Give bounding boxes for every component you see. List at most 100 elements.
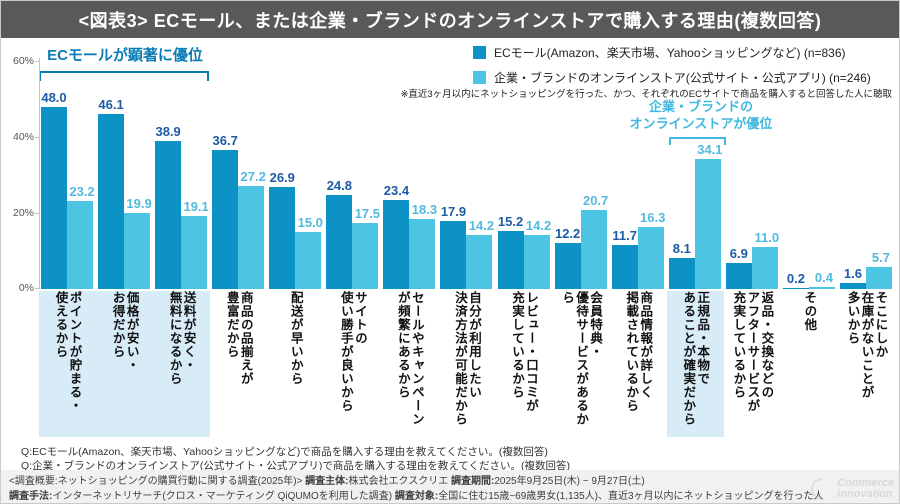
legend-item-store: 企業・ブランドのオンラインストア(公式サイト・公式アプリ) (n=246) [473, 69, 871, 86]
bar-store [238, 185, 265, 289]
bar-store [637, 227, 664, 289]
value-label: 24.8 [326, 177, 352, 193]
bar-store [865, 267, 892, 289]
watermark-line2: innovation [837, 488, 893, 501]
y-tick-label: 60% [3, 55, 40, 67]
bar-group: 8.1 34.1 [668, 61, 726, 289]
category-labels: ポイントが貯まる・ 使えるから 価格が安い・ お得だから 送料が安く・ 無料になるか… [39, 291, 897, 443]
bar-group: 38.9 19.1 [155, 61, 212, 289]
category-label: レビュー・口コミが 充実しているから [510, 291, 539, 413]
bar-group: 6.9 11.0 [725, 61, 783, 289]
value-label: 27.2 [240, 168, 266, 184]
bar-store [694, 159, 721, 289]
cart-icon [806, 473, 838, 503]
bar-store [409, 219, 436, 289]
value-label: 11.7 [612, 227, 637, 243]
bar-group: 26.9 15.0 [269, 61, 326, 289]
value-label: 18.3 [411, 202, 438, 218]
bar-store [466, 235, 493, 289]
category-label: サイトの 使い勝手が良いから [338, 291, 367, 413]
bar-mall [383, 200, 410, 289]
value-label: 0.2 [786, 270, 805, 286]
legend-swatch-mall-icon [473, 46, 486, 59]
bar-mall [839, 282, 866, 289]
y-tick-label: 40% [3, 131, 40, 143]
question-line: Q:企業・ブランドのオンラインストア(公式サイト・公式アプリ)で商品を購入する理… [21, 460, 571, 473]
value-label: 19.9 [126, 196, 152, 212]
category-label: 送料が安く・ 無料になるから [153, 291, 211, 437]
bar-store [523, 235, 550, 289]
bar-store [67, 200, 93, 289]
footer-line2: 調査手法:インターネットリサーチ(クロス・マーケティング QiQUMOを利用した… [9, 489, 891, 503]
value-label: 23.4 [383, 183, 410, 199]
bracket-mall [39, 71, 209, 81]
category-label: 自分が利用したい 決済方法が可能だから [452, 291, 481, 426]
legend-label-store: 企業・ブランドのオンラインストア(公式サイト・公式アプリ) (n=246) [494, 71, 871, 85]
footer-segment: 2025年9月25日(木) ~ 9月27日(土) [494, 476, 645, 487]
plot-area: 48.0 23.2 46.1 19.9 38.9 19.1 36.7 27.2 26.9 15.0… [41, 61, 897, 289]
bar-mall [41, 106, 67, 289]
value-label: 36.7 [212, 132, 238, 148]
value-label: 5.7 [871, 250, 891, 266]
bar-group: 0.2 0.4 [782, 61, 840, 289]
category-label: 正規品・本物で あることが確実だから [666, 291, 724, 437]
bar-store [808, 287, 835, 289]
bar-group: 36.7 27.2 [212, 61, 269, 289]
bar-store [295, 232, 322, 289]
bar-mall [554, 242, 581, 289]
bar-group: 11.7 16.3 [611, 61, 669, 289]
value-label: 14.2 [525, 218, 552, 234]
value-label: 38.9 [155, 124, 181, 140]
watermark: Commerce innovation [806, 473, 894, 503]
bar-store [352, 222, 379, 289]
bar-mall [668, 258, 695, 289]
y-tick-label: 0% [3, 282, 40, 294]
bar-group: 46.1 19.9 [98, 61, 155, 289]
watermark-line1: Commerce [837, 476, 894, 489]
bar-mall [782, 287, 809, 289]
category-label: 価格が安い・ お得だから [96, 291, 154, 437]
footer-segment: 全国に住む15歳~69歳男女(1,135人)、直近3ヶ月以内にネットショッピング… [438, 491, 824, 502]
category-label: セールやキャンペーン が頻繁にあるから [395, 291, 424, 426]
bar-group: 15.2 14.2 [497, 61, 555, 289]
value-label: 23.2 [69, 183, 95, 199]
questions: Q:ECモール(Amazon、楽天市場、Yahooショッピングなど)で商品を購入… [21, 445, 570, 473]
bar-mall [98, 113, 125, 289]
bar-mall [269, 186, 296, 289]
bar-store [124, 213, 151, 289]
annotation-store-line2: オンラインストアが優位 [629, 115, 773, 131]
legend-swatch-store-icon [473, 71, 486, 84]
legend-item-mall: ECモール(Amazon、楽天市場、Yahooショッピングなど) (n=836) [473, 44, 871, 61]
bar-mall [212, 149, 239, 289]
value-label: 6.9 [729, 245, 748, 261]
footer-segment: <調査概要:ネットショッピングの購買行動に関する調査(2025年)> [9, 476, 306, 487]
category-label: ポイントが貯まる・ 使えるから [39, 291, 96, 437]
annotation-mall-dominant: ECモールが顕著に優位 [47, 47, 203, 64]
y-axis [39, 58, 40, 289]
value-label: 26.9 [269, 169, 295, 185]
value-label: 34.1 [697, 142, 723, 158]
value-label: 8.1 [672, 241, 691, 257]
bar-mall [326, 194, 353, 289]
bar-store [181, 216, 208, 289]
value-label: 0.4 [814, 270, 833, 286]
value-label: 14.2 [468, 218, 495, 234]
value-label: 15.2 [497, 214, 524, 230]
y-tick-label: 20% [3, 207, 40, 219]
bar-store [580, 210, 607, 289]
category-label: 商品情報が詳しく 掲載されているから [624, 291, 653, 413]
bar-mall [725, 262, 752, 289]
category-label: そこにしか 在庫がないことが 多いから [845, 291, 888, 399]
category-label: その他 [802, 291, 817, 332]
category-label: 配送が早いから [288, 291, 303, 386]
footer-segment: 調査期間: [450, 476, 495, 487]
bar-group: 48.0 23.2 [41, 61, 98, 289]
bar-group: 23.4 18.3 [383, 61, 440, 289]
value-label: 20.7 [582, 193, 609, 209]
bar-group: 12.2 20.7 [554, 61, 612, 289]
value-label: 19.1 [183, 199, 209, 215]
annotation-store-line1: 企業・ブランドの [648, 99, 753, 114]
value-label: 12.2 [554, 225, 581, 241]
survey-note: ※直近3ヶ月以内にネットショッピングを行った、かつ、それぞれのECサイトで商品を… [400, 89, 892, 100]
